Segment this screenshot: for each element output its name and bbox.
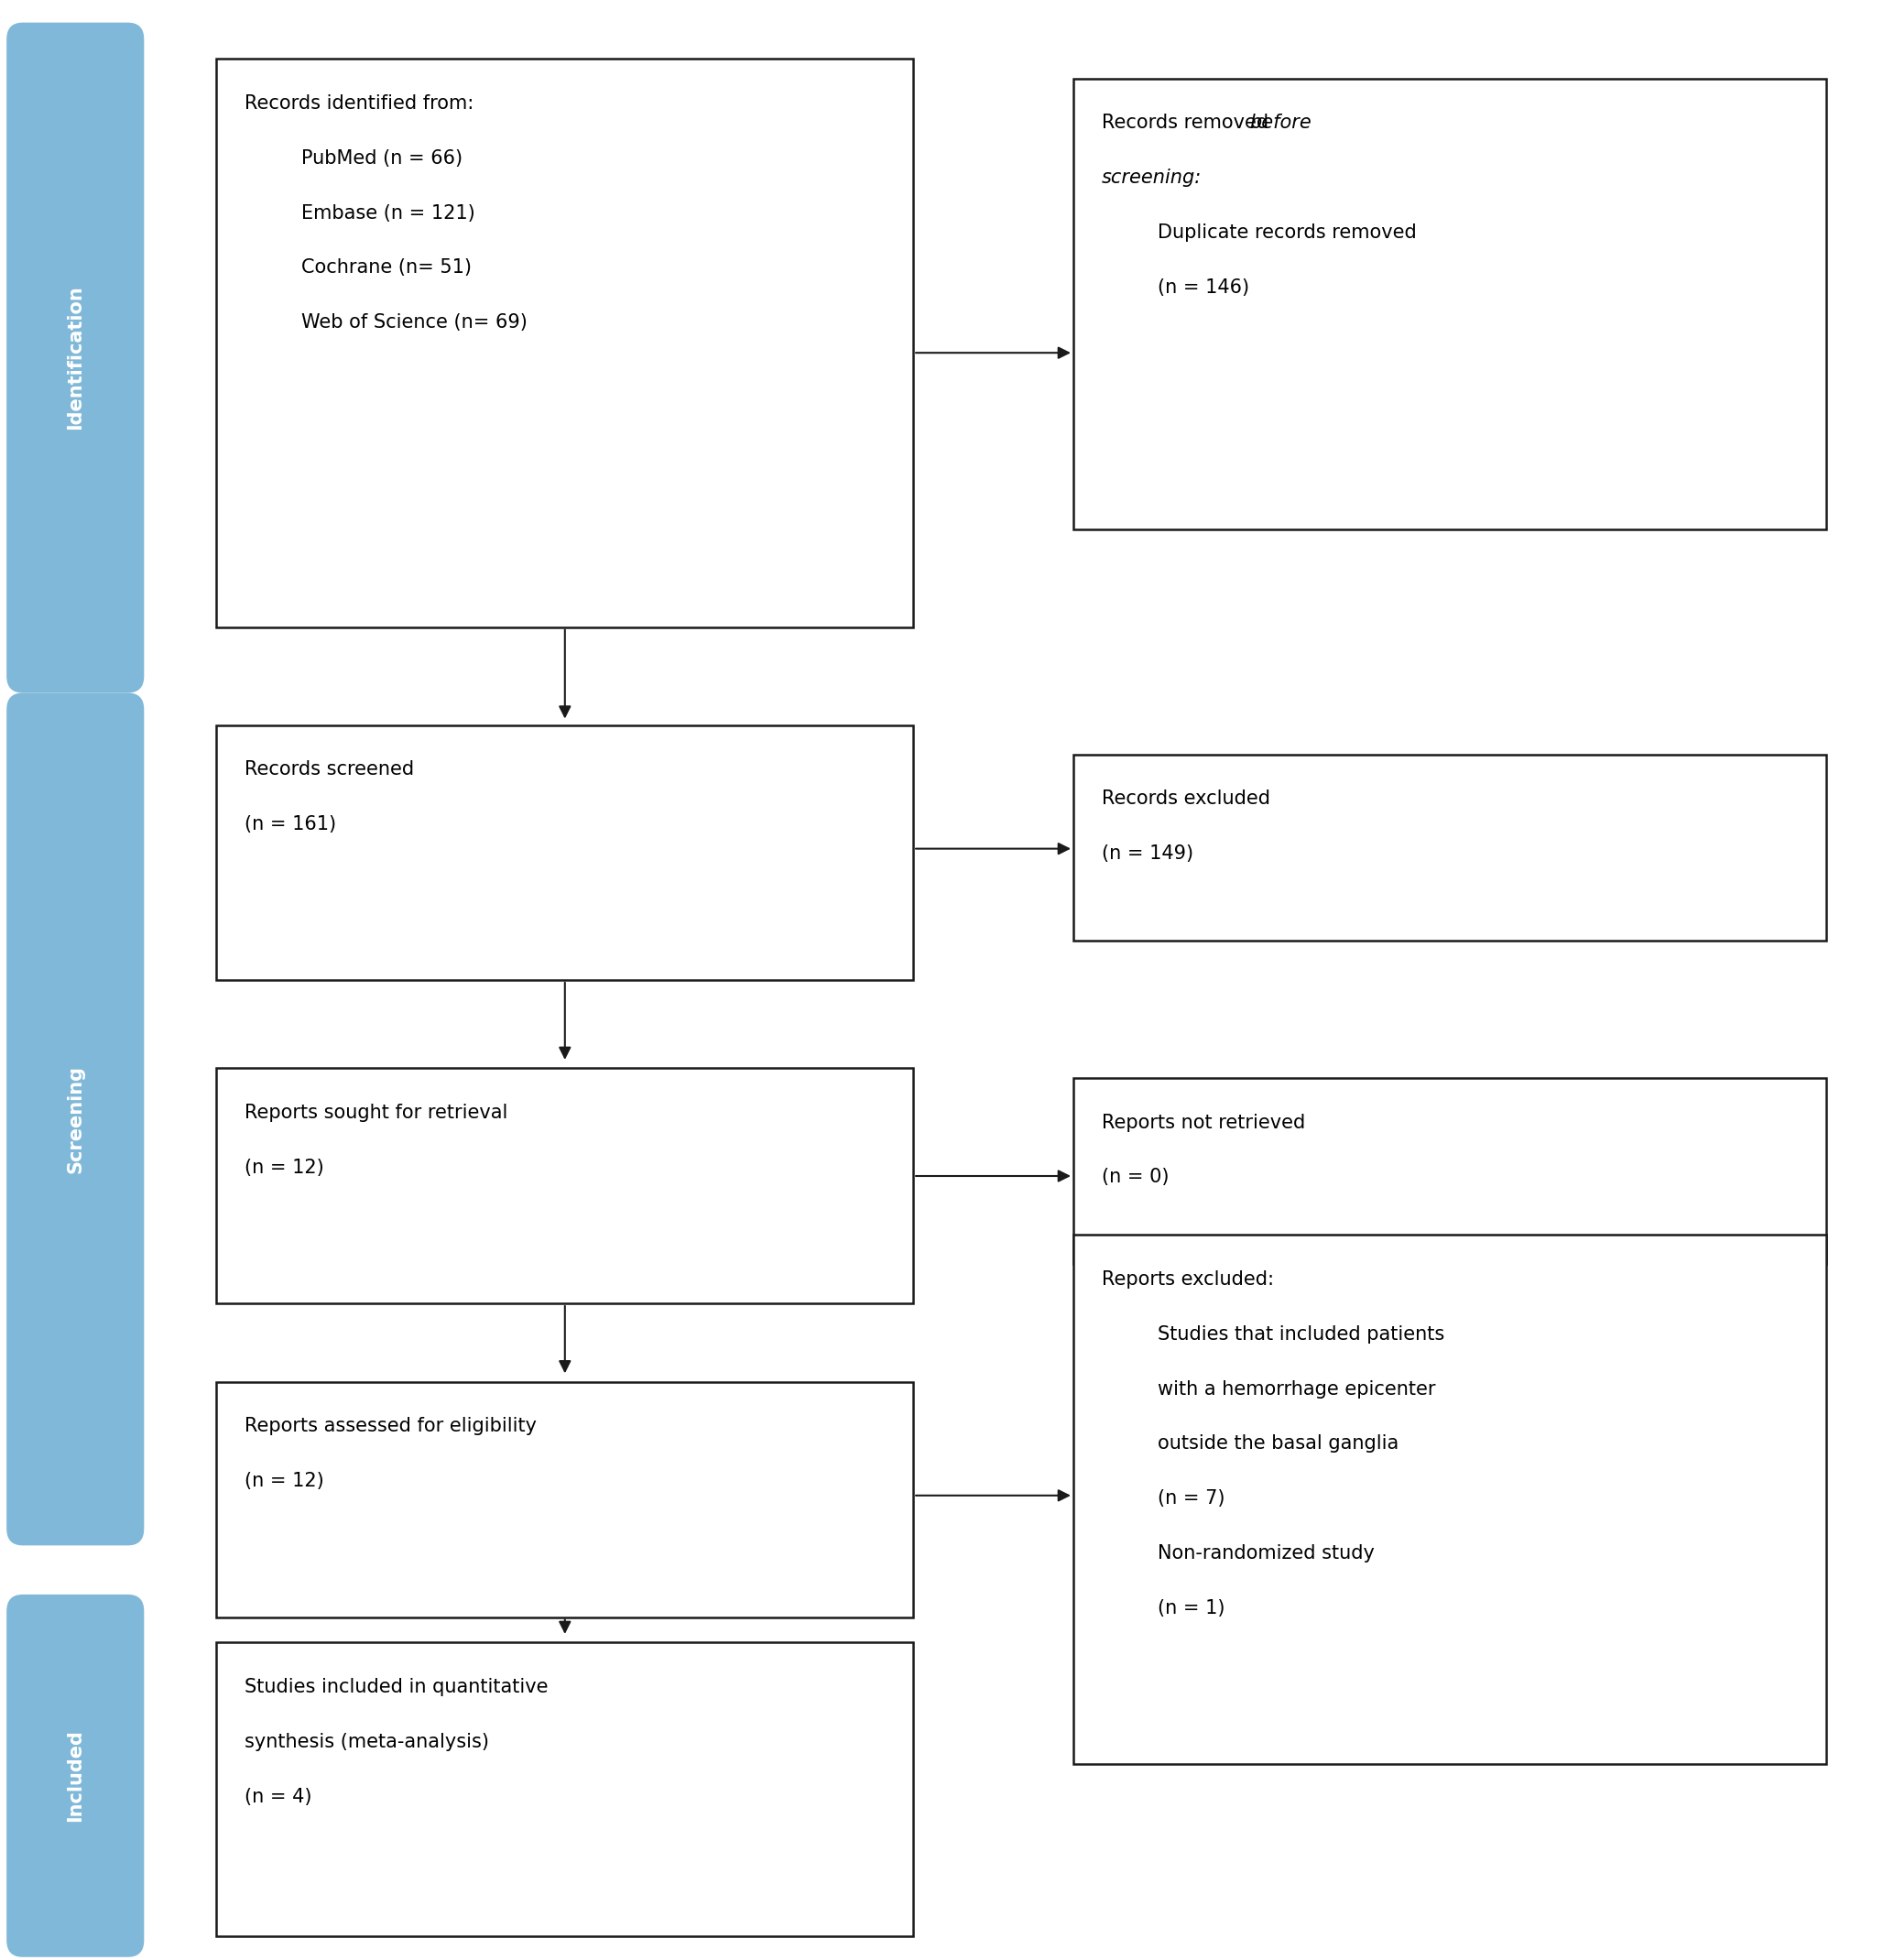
Text: Included: Included (66, 1729, 85, 1823)
Bar (1073, 755, 1827, 941)
Text: Duplicate records removed: Duplicate records removed (1158, 223, 1418, 241)
Bar (217, 725, 913, 980)
Text: (n = 149): (n = 149) (1102, 845, 1194, 862)
Text: PubMed (n = 66): PubMed (n = 66) (301, 149, 463, 167)
Text: Web of Science (n= 69): Web of Science (n= 69) (301, 314, 527, 331)
FancyBboxPatch shape (8, 694, 143, 1544)
Text: Reports assessed for eligibility: Reports assessed for eligibility (245, 1417, 537, 1435)
Bar (1073, 1235, 1827, 1764)
Text: synthesis (meta-analysis): synthesis (meta-analysis) (245, 1733, 490, 1750)
FancyBboxPatch shape (8, 1595, 143, 1956)
FancyBboxPatch shape (8, 24, 143, 692)
Bar (217, 1068, 913, 1303)
Text: Embase (n = 121): Embase (n = 121) (301, 204, 475, 221)
Text: Non-randomized study: Non-randomized study (1158, 1544, 1375, 1562)
Text: Records identified from:: Records identified from: (245, 94, 475, 112)
Text: Records excluded: Records excluded (1102, 790, 1269, 808)
Text: Studies included in quantitative: Studies included in quantitative (245, 1678, 548, 1695)
Text: Records screened: Records screened (245, 760, 414, 778)
Text: Reports excluded:: Reports excluded: (1102, 1270, 1273, 1288)
Text: (n = 0): (n = 0) (1102, 1168, 1169, 1186)
Text: Identification: Identification (66, 286, 85, 429)
Text: (n = 7): (n = 7) (1158, 1490, 1226, 1507)
Text: (n = 12): (n = 12) (245, 1158, 324, 1176)
Bar (217, 1642, 913, 1936)
Bar (1073, 78, 1827, 529)
Text: (n = 12): (n = 12) (245, 1472, 324, 1490)
Text: Studies that included patients: Studies that included patients (1158, 1325, 1444, 1343)
Text: with a hemorrhage epicenter: with a hemorrhage epicenter (1158, 1380, 1437, 1397)
Text: screening:: screening: (1102, 169, 1201, 186)
Text: before: before (1248, 114, 1311, 131)
Text: (n = 4): (n = 4) (245, 1788, 313, 1805)
Text: (n = 146): (n = 146) (1158, 278, 1250, 296)
Bar (217, 59, 913, 627)
Text: Reports sought for retrieval: Reports sought for retrieval (245, 1103, 508, 1121)
Text: Records removed: Records removed (1102, 114, 1275, 131)
Bar (1073, 1078, 1827, 1264)
Text: outside the basal ganglia: outside the basal ganglia (1158, 1435, 1399, 1452)
Text: Cochrane (n= 51): Cochrane (n= 51) (301, 259, 471, 276)
Text: Screening: Screening (66, 1064, 85, 1174)
Text: Reports not retrieved: Reports not retrieved (1102, 1113, 1305, 1131)
Bar (217, 1382, 913, 1617)
Text: (n = 1): (n = 1) (1158, 1599, 1226, 1617)
Text: (n = 161): (n = 161) (245, 815, 337, 833)
